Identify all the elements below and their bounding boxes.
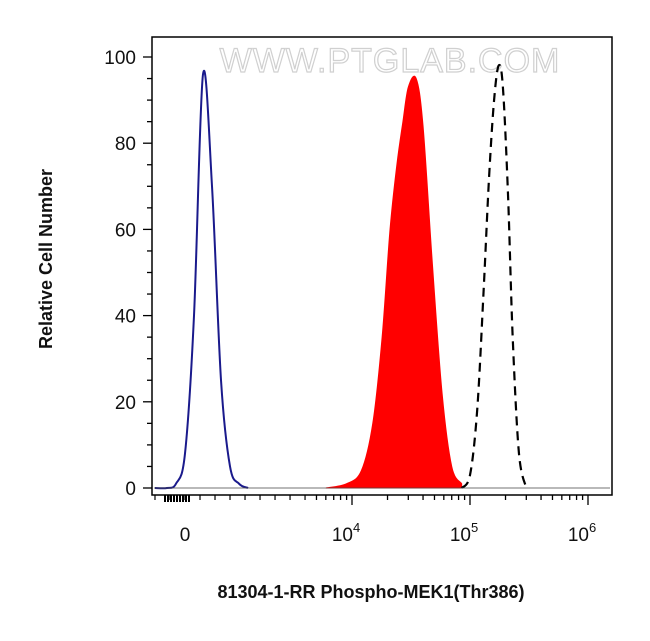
x-axis-title: 81304-1-RR Phospho-MEK1(Thr386) <box>217 582 524 602</box>
watermark-text: WWW.PTGLAB.COM <box>220 42 561 80</box>
y-axis-title: Relative Cell Number <box>36 169 56 349</box>
y-tick-label: 80 <box>115 134 136 155</box>
x-tick-label: 104 <box>332 520 360 546</box>
y-tick-label: 0 <box>125 479 136 500</box>
series-solid-histogram <box>154 70 249 490</box>
y-tick-label: 60 <box>115 220 136 241</box>
y-tick-label: 100 <box>104 48 136 69</box>
x-tick-label: 106 <box>568 520 596 546</box>
y-axis: 0 20 40 60 80 100 <box>104 48 152 500</box>
x-tick-label: 0 <box>180 525 191 546</box>
y-tick-label: 20 <box>115 393 136 414</box>
y-tick-label: 40 <box>115 307 136 328</box>
x-axis: 0 104 105 106 <box>154 495 596 546</box>
series-filled-histogram <box>325 75 463 489</box>
x-tick-label: 105 <box>450 520 478 546</box>
series-layer <box>154 63 610 490</box>
series-dashed-histogram <box>460 63 528 489</box>
